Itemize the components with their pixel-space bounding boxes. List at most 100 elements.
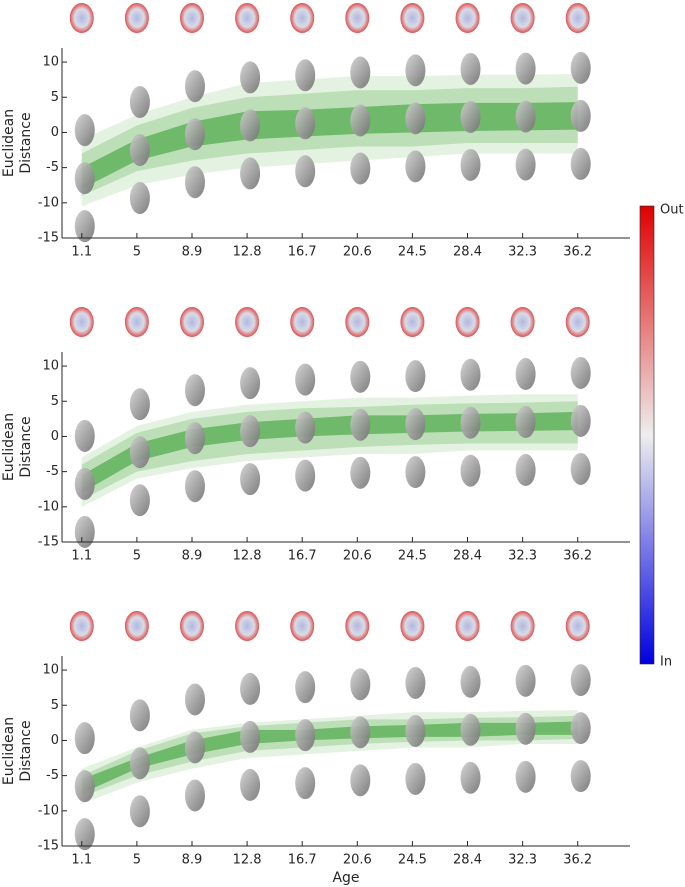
face-render — [129, 388, 150, 421]
x-tick-label: 28.4 — [453, 245, 482, 260]
face-render — [460, 358, 481, 391]
y-tick-label: -10 — [38, 803, 59, 818]
y-tick-label: 0 — [51, 429, 59, 444]
x-tick-label: 24.5 — [398, 549, 427, 564]
x-tick-label: 32.3 — [508, 245, 537, 260]
x-tick-label: 20.6 — [343, 549, 372, 564]
heatmap-face — [345, 3, 370, 33]
heatmap-face — [345, 611, 370, 641]
y-tick-label: 10 — [42, 663, 59, 678]
face-render — [129, 86, 150, 119]
x-tick-label: 28.4 — [453, 549, 482, 564]
face-render — [570, 760, 591, 793]
y-tick-label: 5 — [51, 394, 59, 409]
face-render — [405, 54, 426, 87]
face-render — [350, 152, 371, 185]
y-axis-label: Euclidean — [1, 109, 17, 177]
face-render — [240, 61, 261, 94]
face-render — [570, 356, 591, 389]
heatmap-face — [124, 3, 149, 33]
x-tick-label: 1.1 — [71, 549, 92, 564]
face-render — [184, 70, 205, 103]
face-render — [184, 118, 205, 151]
face-render — [350, 408, 371, 441]
face-render — [295, 411, 316, 444]
face-render — [515, 712, 536, 745]
heatmap-face — [124, 307, 149, 337]
y-tick-label: 0 — [51, 125, 59, 140]
face-render — [74, 210, 95, 243]
face-render — [460, 52, 481, 85]
x-tick-label: 16.7 — [288, 853, 317, 868]
heatmap-face — [235, 3, 260, 33]
heatmap-face — [565, 611, 590, 641]
face-render — [184, 374, 205, 407]
y-axis-label: Euclidean — [1, 413, 17, 481]
face-render — [570, 712, 591, 745]
face-render — [460, 100, 481, 133]
face-render — [74, 722, 95, 755]
colorbar-label: In — [660, 655, 672, 670]
face-render — [184, 779, 205, 812]
face-render — [350, 716, 371, 749]
face-render — [570, 452, 591, 485]
face-render — [184, 166, 205, 199]
x-axis-label: Age — [332, 870, 359, 886]
heatmap-face — [345, 307, 370, 337]
heatmap-face — [290, 611, 315, 641]
y-tick-label: 10 — [42, 359, 59, 374]
colorbar — [639, 205, 655, 665]
face-render — [74, 419, 95, 452]
heatmap-face — [455, 307, 480, 337]
face-render — [515, 358, 536, 391]
y-axis-label: Distance — [18, 720, 34, 781]
face-render — [515, 52, 536, 85]
x-tick-label: 20.6 — [343, 853, 372, 868]
face-render — [129, 182, 150, 215]
x-tick-label: 16.7 — [288, 245, 317, 260]
face-render — [350, 104, 371, 137]
face-render — [515, 406, 536, 439]
face-render — [240, 672, 261, 705]
face-render — [405, 150, 426, 183]
face-render — [295, 59, 316, 92]
heatmap-face — [69, 307, 94, 337]
face-render — [460, 713, 481, 746]
x-tick-label: 36.2 — [563, 853, 592, 868]
face-render — [515, 100, 536, 133]
heatmap-face — [69, 3, 94, 33]
band — [81, 102, 578, 189]
x-tick-label: 12.8 — [233, 549, 262, 564]
face-render — [405, 360, 426, 393]
x-tick-label: 16.7 — [288, 549, 317, 564]
face-render — [460, 148, 481, 181]
face-render — [350, 360, 371, 393]
y-tick-label: 10 — [42, 55, 59, 70]
face-render — [184, 470, 205, 503]
x-tick-label: 36.2 — [563, 549, 592, 564]
face-render — [515, 664, 536, 697]
face-render — [570, 99, 591, 132]
y-tick-label: -15 — [38, 535, 59, 550]
face-render — [405, 714, 426, 747]
x-tick-label: 32.3 — [508, 853, 537, 868]
x-tick-label: 5 — [133, 549, 141, 564]
x-tick-label: 20.6 — [343, 245, 372, 260]
face-render — [460, 406, 481, 439]
y-axis-label: Distance — [18, 416, 34, 477]
heatmap-face — [235, 611, 260, 641]
x-tick-label: 36.2 — [563, 245, 592, 260]
face-render — [240, 157, 261, 190]
face-render — [570, 147, 591, 180]
face-render — [460, 665, 481, 698]
face-render — [240, 768, 261, 801]
face-render — [405, 456, 426, 489]
x-tick-label: 8.9 — [182, 245, 203, 260]
face-render — [74, 818, 95, 851]
face-render — [240, 415, 261, 448]
heatmap-face — [179, 307, 204, 337]
heatmap-face — [455, 3, 480, 33]
heatmap-face — [179, 611, 204, 641]
y-axis-label: Distance — [18, 112, 34, 173]
